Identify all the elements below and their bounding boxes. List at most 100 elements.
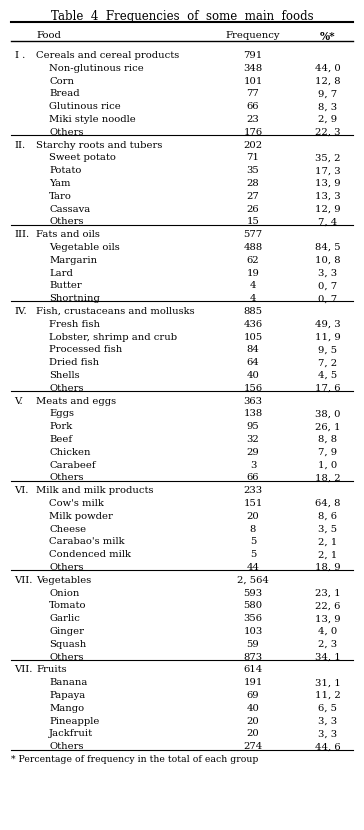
Text: 20: 20 [246, 730, 260, 739]
Text: Glutinous rice: Glutinous rice [49, 102, 121, 111]
Text: Shells: Shells [49, 371, 80, 380]
Text: 2, 1: 2, 1 [318, 550, 337, 559]
Text: 66: 66 [247, 473, 259, 482]
Text: Mango: Mango [49, 704, 84, 713]
Text: 44, 6: 44, 6 [315, 742, 340, 751]
Text: 9, 7: 9, 7 [318, 90, 337, 99]
Text: 35, 2: 35, 2 [315, 154, 340, 163]
Text: Pineapple: Pineapple [49, 716, 99, 725]
Text: 274: 274 [244, 742, 262, 751]
Text: 13, 9: 13, 9 [315, 614, 340, 623]
Text: Others: Others [49, 217, 84, 227]
Text: 23: 23 [246, 115, 260, 124]
Text: 2, 564: 2, 564 [237, 576, 269, 585]
Text: 84, 5: 84, 5 [315, 243, 340, 252]
Text: 1, 0: 1, 0 [318, 461, 337, 470]
Text: Carabao's milk: Carabao's milk [49, 537, 125, 546]
Text: Margarin: Margarin [49, 256, 97, 265]
Text: 7, 2: 7, 2 [318, 359, 337, 367]
Text: 71: 71 [246, 154, 260, 163]
Text: Others: Others [49, 742, 84, 751]
Text: Eggs: Eggs [49, 409, 74, 418]
Text: Bread: Bread [49, 90, 80, 99]
Text: 3, 3: 3, 3 [318, 269, 337, 277]
Text: Meats and eggs: Meats and eggs [36, 397, 116, 406]
Text: Milk powder: Milk powder [49, 512, 113, 520]
Text: 7, 9: 7, 9 [318, 448, 337, 457]
Text: Squash: Squash [49, 640, 86, 649]
Text: VI.: VI. [15, 486, 29, 496]
Text: 138: 138 [244, 409, 262, 418]
Text: 436: 436 [244, 320, 262, 329]
Text: 8, 6: 8, 6 [318, 512, 337, 520]
Text: 10, 8: 10, 8 [315, 256, 340, 265]
Text: II.: II. [15, 140, 26, 149]
Text: 2, 3: 2, 3 [318, 640, 337, 649]
Text: 66: 66 [247, 102, 259, 111]
Text: Lobster, shrimp and crub: Lobster, shrimp and crub [49, 333, 177, 342]
Text: 38, 0: 38, 0 [315, 409, 340, 418]
Text: III.: III. [15, 230, 30, 239]
Text: 5: 5 [250, 550, 256, 559]
Text: Taro: Taro [49, 192, 72, 201]
Text: 13, 3: 13, 3 [315, 192, 340, 201]
Text: Potato: Potato [49, 166, 82, 175]
Text: 4: 4 [250, 281, 256, 290]
Text: 593: 593 [244, 588, 262, 598]
Text: 64: 64 [246, 359, 260, 367]
Text: 32: 32 [246, 435, 260, 444]
Text: 4: 4 [250, 294, 256, 303]
Text: Condenced milk: Condenced milk [49, 550, 131, 559]
Text: 40: 40 [246, 704, 260, 713]
Text: Fats and oils: Fats and oils [36, 230, 100, 239]
Text: 26, 1: 26, 1 [315, 422, 340, 432]
Text: 176: 176 [244, 128, 262, 137]
Text: 3, 3: 3, 3 [318, 730, 337, 739]
Text: Vegetable oils: Vegetable oils [49, 243, 120, 252]
Text: Fresh fish: Fresh fish [49, 320, 100, 329]
Text: 7, 4: 7, 4 [318, 217, 337, 227]
Text: Lard: Lard [49, 269, 73, 277]
Text: 11, 2: 11, 2 [315, 691, 340, 700]
Text: Others: Others [49, 563, 84, 572]
Text: Onion: Onion [49, 588, 79, 598]
Text: 151: 151 [243, 499, 263, 508]
Text: Tomato: Tomato [49, 602, 87, 610]
Text: Cassava: Cassava [49, 205, 90, 213]
Text: Fruits: Fruits [36, 666, 67, 675]
Text: 8, 3: 8, 3 [318, 102, 337, 111]
Text: 19: 19 [246, 269, 260, 277]
Text: 348: 348 [244, 64, 262, 73]
Text: Others: Others [49, 383, 84, 393]
Text: Cheese: Cheese [49, 525, 86, 534]
Text: 8: 8 [250, 525, 256, 534]
Text: 20: 20 [246, 716, 260, 725]
Text: Chicken: Chicken [49, 448, 91, 457]
Text: 356: 356 [244, 614, 262, 623]
Text: Fish, crustaceans and mollusks: Fish, crustaceans and mollusks [36, 307, 195, 316]
Text: 5: 5 [250, 537, 256, 546]
Text: VII.: VII. [15, 576, 33, 585]
Text: 13, 9: 13, 9 [315, 179, 340, 188]
Text: 3: 3 [250, 461, 256, 470]
Text: Miki style noodle: Miki style noodle [49, 115, 136, 124]
Text: 26: 26 [247, 205, 259, 213]
Text: 0, 7: 0, 7 [318, 281, 337, 290]
Text: 11, 9: 11, 9 [315, 333, 340, 342]
Text: Others: Others [49, 128, 84, 137]
Text: 103: 103 [244, 627, 262, 636]
Text: 202: 202 [244, 140, 262, 149]
Text: Corn: Corn [49, 76, 74, 85]
Text: Pork: Pork [49, 422, 72, 432]
Text: Food: Food [36, 31, 61, 40]
Text: 4, 0: 4, 0 [318, 627, 337, 636]
Text: Ginger: Ginger [49, 627, 84, 636]
Text: 34, 1: 34, 1 [315, 652, 340, 662]
Text: Dried fish: Dried fish [49, 359, 99, 367]
Text: 3, 3: 3, 3 [318, 716, 337, 725]
Text: 101: 101 [243, 76, 263, 85]
Text: Starchy roots and tubers: Starchy roots and tubers [36, 140, 163, 149]
Text: Milk and milk products: Milk and milk products [36, 486, 154, 496]
Text: Butter: Butter [49, 281, 82, 290]
Text: 873: 873 [244, 652, 262, 662]
